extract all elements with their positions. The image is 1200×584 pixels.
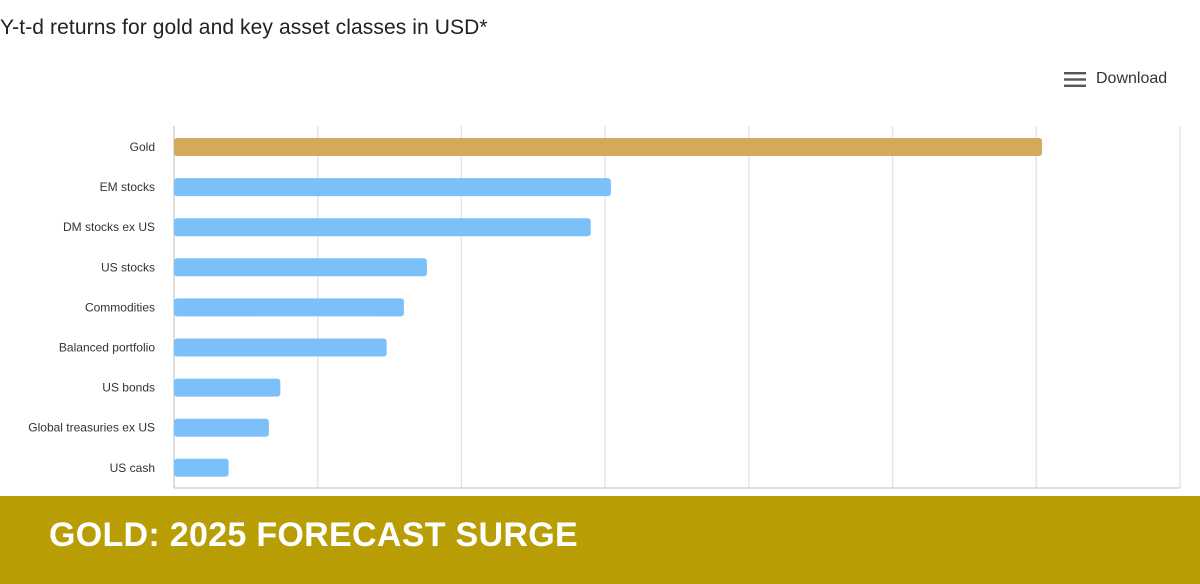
bar <box>174 298 404 317</box>
bar <box>174 258 427 277</box>
download-label: Download <box>1096 70 1168 87</box>
category-label: DM stocks ex US <box>63 220 155 234</box>
category-label: Global treasuries ex US <box>28 421 155 435</box>
category-label: EM stocks <box>100 180 155 194</box>
category-label: Balanced portfolio <box>59 341 155 355</box>
bar <box>174 218 591 237</box>
category-label: US bonds <box>102 381 155 395</box>
download-button[interactable]: Download <box>1064 66 1167 92</box>
category-label: US stocks <box>101 260 155 274</box>
bar <box>174 378 281 397</box>
bar <box>174 418 269 437</box>
bar <box>174 178 611 197</box>
category-label: Gold <box>130 140 155 154</box>
bar-chart: Gold EM stocks DM stocks ex US US stocks Com… <box>28 126 1181 489</box>
bar <box>174 138 1043 156</box>
bar <box>174 458 229 477</box>
category-label: Commodities <box>85 300 155 314</box>
bar <box>174 338 387 357</box>
chart-title: Y-t-d returns for gold and key asset cla… <box>0 16 488 39</box>
banner: GOLD: 2025 FORECAST SURGE <box>0 496 1200 584</box>
banner-title: GOLD: 2025 FORECAST SURGE <box>49 516 578 554</box>
menu-icon <box>1064 71 1086 87</box>
category-label: US cash <box>110 461 155 475</box>
